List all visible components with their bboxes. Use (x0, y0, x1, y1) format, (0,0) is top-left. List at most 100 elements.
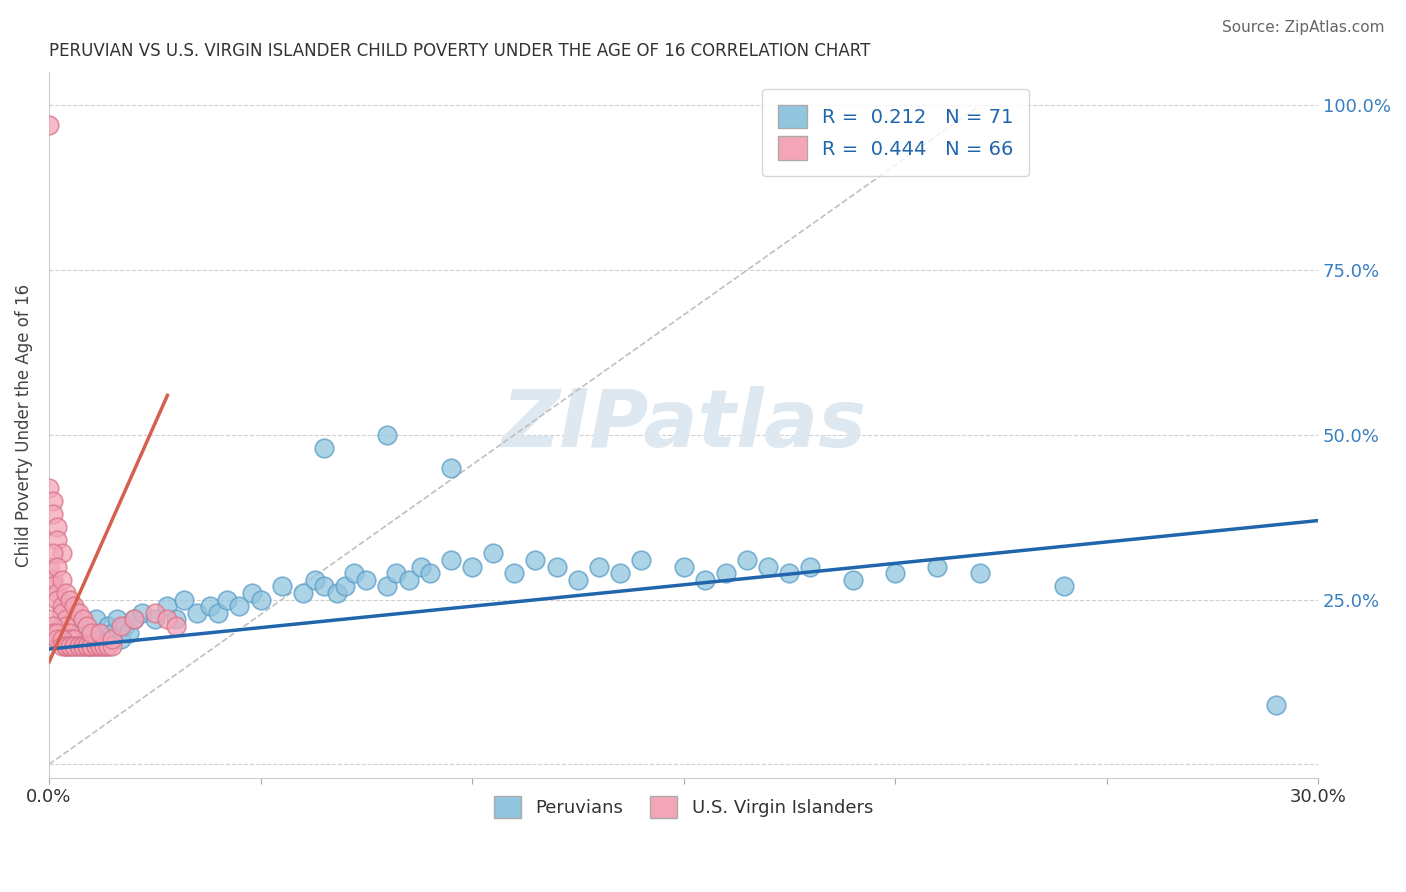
Point (63, 639, 86, 653)
Point (173, 592, 195, 607)
Point (461, 559, 484, 574)
Legend: Peruvians, U.S. Virgin Islanders: Peruvians, U.S. Virgin Islanders (486, 789, 880, 825)
Point (672, 559, 695, 574)
Point (59, 625, 82, 640)
Point (735, 553, 758, 567)
Point (110, 619, 132, 633)
Point (67, 639, 90, 653)
Point (165, 612, 187, 626)
Point (46, 533, 69, 548)
Text: ZIPatlas: ZIPatlas (501, 386, 866, 464)
Point (38, 612, 60, 626)
Point (46, 632, 69, 647)
Point (84, 639, 107, 653)
Point (72, 619, 94, 633)
Point (42, 547, 65, 561)
Point (63, 599, 86, 614)
Point (270, 579, 292, 593)
Point (198, 599, 221, 614)
Point (67, 606, 90, 620)
Point (42, 625, 65, 640)
Point (59, 639, 82, 653)
Point (377, 579, 399, 593)
Point (38, 481, 60, 495)
Point (693, 573, 716, 587)
Point (59, 592, 82, 607)
Point (101, 625, 124, 640)
Text: PERUVIAN VS U.S. VIRGIN ISLANDER CHILD POVERTY UNDER THE AGE OF 16 CORRELATION C: PERUVIAN VS U.S. VIRGIN ISLANDER CHILD P… (49, 42, 870, 60)
Point (304, 573, 326, 587)
Point (63, 612, 86, 626)
Point (42, 507, 65, 521)
Point (333, 579, 356, 593)
Text: Source: ZipAtlas.com: Source: ZipAtlas.com (1222, 20, 1385, 35)
Point (51, 599, 73, 614)
Point (63, 632, 86, 647)
Point (228, 599, 250, 614)
Point (131, 606, 153, 620)
Point (67, 639, 90, 653)
Point (799, 559, 821, 574)
Point (419, 566, 441, 581)
Point (482, 547, 505, 561)
Point (156, 612, 179, 626)
Point (51, 573, 73, 587)
Point (122, 612, 145, 626)
Point (356, 573, 378, 587)
Point (503, 566, 526, 581)
Point (59, 625, 82, 640)
Point (80, 639, 103, 653)
Point (89, 625, 111, 640)
Point (46, 625, 69, 640)
Point (42, 573, 65, 587)
Point (55, 586, 77, 600)
Point (42, 625, 65, 640)
Point (546, 559, 568, 574)
Point (76, 619, 98, 633)
Point (38, 118, 60, 132)
Point (38, 559, 60, 574)
Point (76, 639, 98, 653)
Point (143, 612, 166, 626)
Point (312, 441, 335, 455)
Point (67, 632, 90, 647)
Point (249, 592, 271, 607)
Point (118, 625, 141, 640)
Point (105, 612, 128, 626)
Point (42, 619, 65, 633)
Point (80, 625, 103, 640)
Point (122, 612, 145, 626)
Point (440, 553, 463, 567)
Point (101, 639, 124, 653)
Point (312, 579, 335, 593)
Point (51, 547, 73, 561)
Point (46, 520, 69, 534)
Point (377, 428, 399, 442)
Point (97, 639, 120, 653)
Point (291, 586, 314, 600)
Point (55, 639, 77, 653)
Point (72, 639, 94, 653)
Point (714, 566, 737, 581)
Point (609, 566, 631, 581)
Point (42, 493, 65, 508)
Point (46, 632, 69, 647)
Point (342, 566, 364, 581)
Point (207, 606, 229, 620)
Point (51, 632, 73, 647)
Point (93, 639, 115, 653)
Point (186, 606, 208, 620)
Point (42, 579, 65, 593)
Point (165, 619, 187, 633)
Point (72, 639, 94, 653)
Point (398, 573, 420, 587)
Point (93, 632, 115, 647)
Point (1053, 579, 1076, 593)
Point (411, 559, 433, 574)
Point (51, 619, 73, 633)
Point (385, 566, 408, 581)
Point (51, 606, 73, 620)
Point (440, 460, 463, 475)
Point (756, 559, 779, 574)
Point (110, 632, 132, 647)
